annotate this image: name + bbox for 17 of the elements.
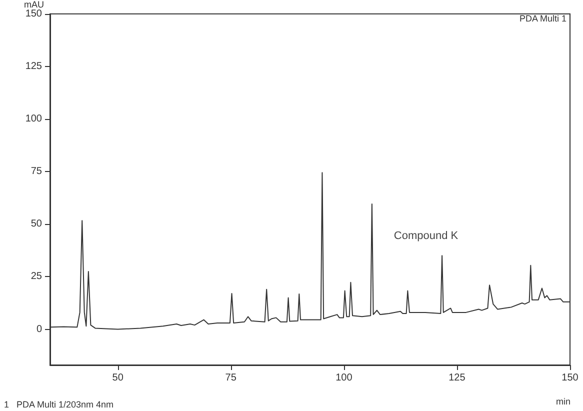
y-axis-title: mAU (24, 0, 44, 10)
x-axis-title: min (556, 396, 571, 406)
y-tick-label: 50 (30, 218, 42, 230)
y-tick-label: 75 (30, 166, 42, 178)
y-tick-label: 25 (30, 271, 42, 282)
text: 1 PDA Multi 1/203nm 4nm (4, 400, 114, 410)
x-tick-label: 150 (562, 372, 579, 384)
y-tick-label: 125 (25, 60, 42, 72)
annotation: PDA Multi 1 (519, 14, 567, 24)
y-tick-label: 100 (25, 114, 42, 125)
x-tick-label: 100 (336, 372, 353, 384)
annotation: Compound K (394, 230, 459, 242)
x-tick-label: 75 (225, 372, 237, 384)
y-tick-label: 0 (36, 324, 42, 335)
x-tick-label: 50 (112, 372, 124, 384)
x-tick-label: 125 (448, 372, 466, 384)
y-tick-label: 150 (25, 8, 42, 20)
